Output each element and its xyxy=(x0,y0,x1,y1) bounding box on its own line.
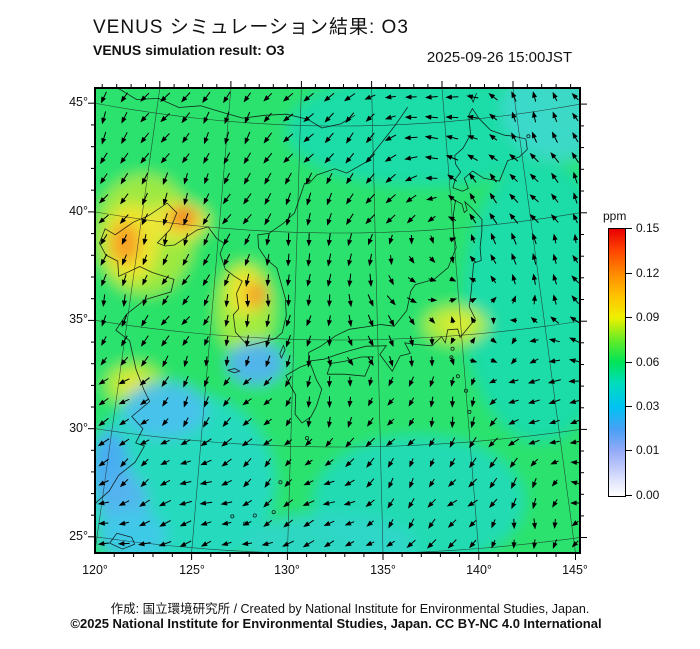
colorbar-tick xyxy=(626,450,632,451)
lat-tick-label: 30° xyxy=(69,421,88,435)
credit-line: 作成: 国立環境研究所 / Created by National Instit… xyxy=(110,602,590,616)
colorbar-unit-label: ppm xyxy=(603,209,627,223)
colorbar-tick xyxy=(626,495,632,496)
timestamp-label: 2025-09-26 15:00JST xyxy=(426,49,572,66)
colorbar-tick xyxy=(626,362,632,363)
colorbar-tick xyxy=(626,228,632,229)
colorbar-tick xyxy=(626,317,632,318)
lon-tick-label: 125° xyxy=(179,563,205,577)
license-line: ©2025 National Institute for Environment… xyxy=(70,616,602,631)
lon-tick-label: 140° xyxy=(466,563,492,577)
colorbar-tick-value: 0.12 xyxy=(636,266,660,280)
page-title-japanese: VENUS シミュレーション結果: O3 xyxy=(93,17,409,38)
colorbar xyxy=(608,228,626,497)
lon-tick-label: 145° xyxy=(562,563,588,577)
colorbar-tick-value: 0.09 xyxy=(636,310,660,324)
colorbar-tick-value: 0.03 xyxy=(636,399,660,413)
lon-tick-label: 120° xyxy=(82,563,108,577)
page-title-english: VENUS simulation result: O3 xyxy=(93,42,285,58)
colorbar-tick xyxy=(626,273,632,274)
colorbar-tick-value: 0.01 xyxy=(636,443,660,457)
lon-tick-label: 130° xyxy=(274,563,300,577)
lat-tick-label: 45° xyxy=(69,95,88,109)
colorbar-tick-value: 0.00 xyxy=(636,488,660,502)
colorbar-tick-value: 0.15 xyxy=(636,221,660,235)
map-canvas xyxy=(88,81,587,560)
colorbar-tick-value: 0.06 xyxy=(636,355,660,369)
wind-vectors xyxy=(97,91,580,550)
colorbar-tick xyxy=(626,406,632,407)
lat-tick-label: 40° xyxy=(69,204,88,218)
lat-tick-label: 35° xyxy=(69,312,88,326)
lon-tick-label: 135° xyxy=(370,563,396,577)
lat-tick-label: 25° xyxy=(69,529,88,543)
